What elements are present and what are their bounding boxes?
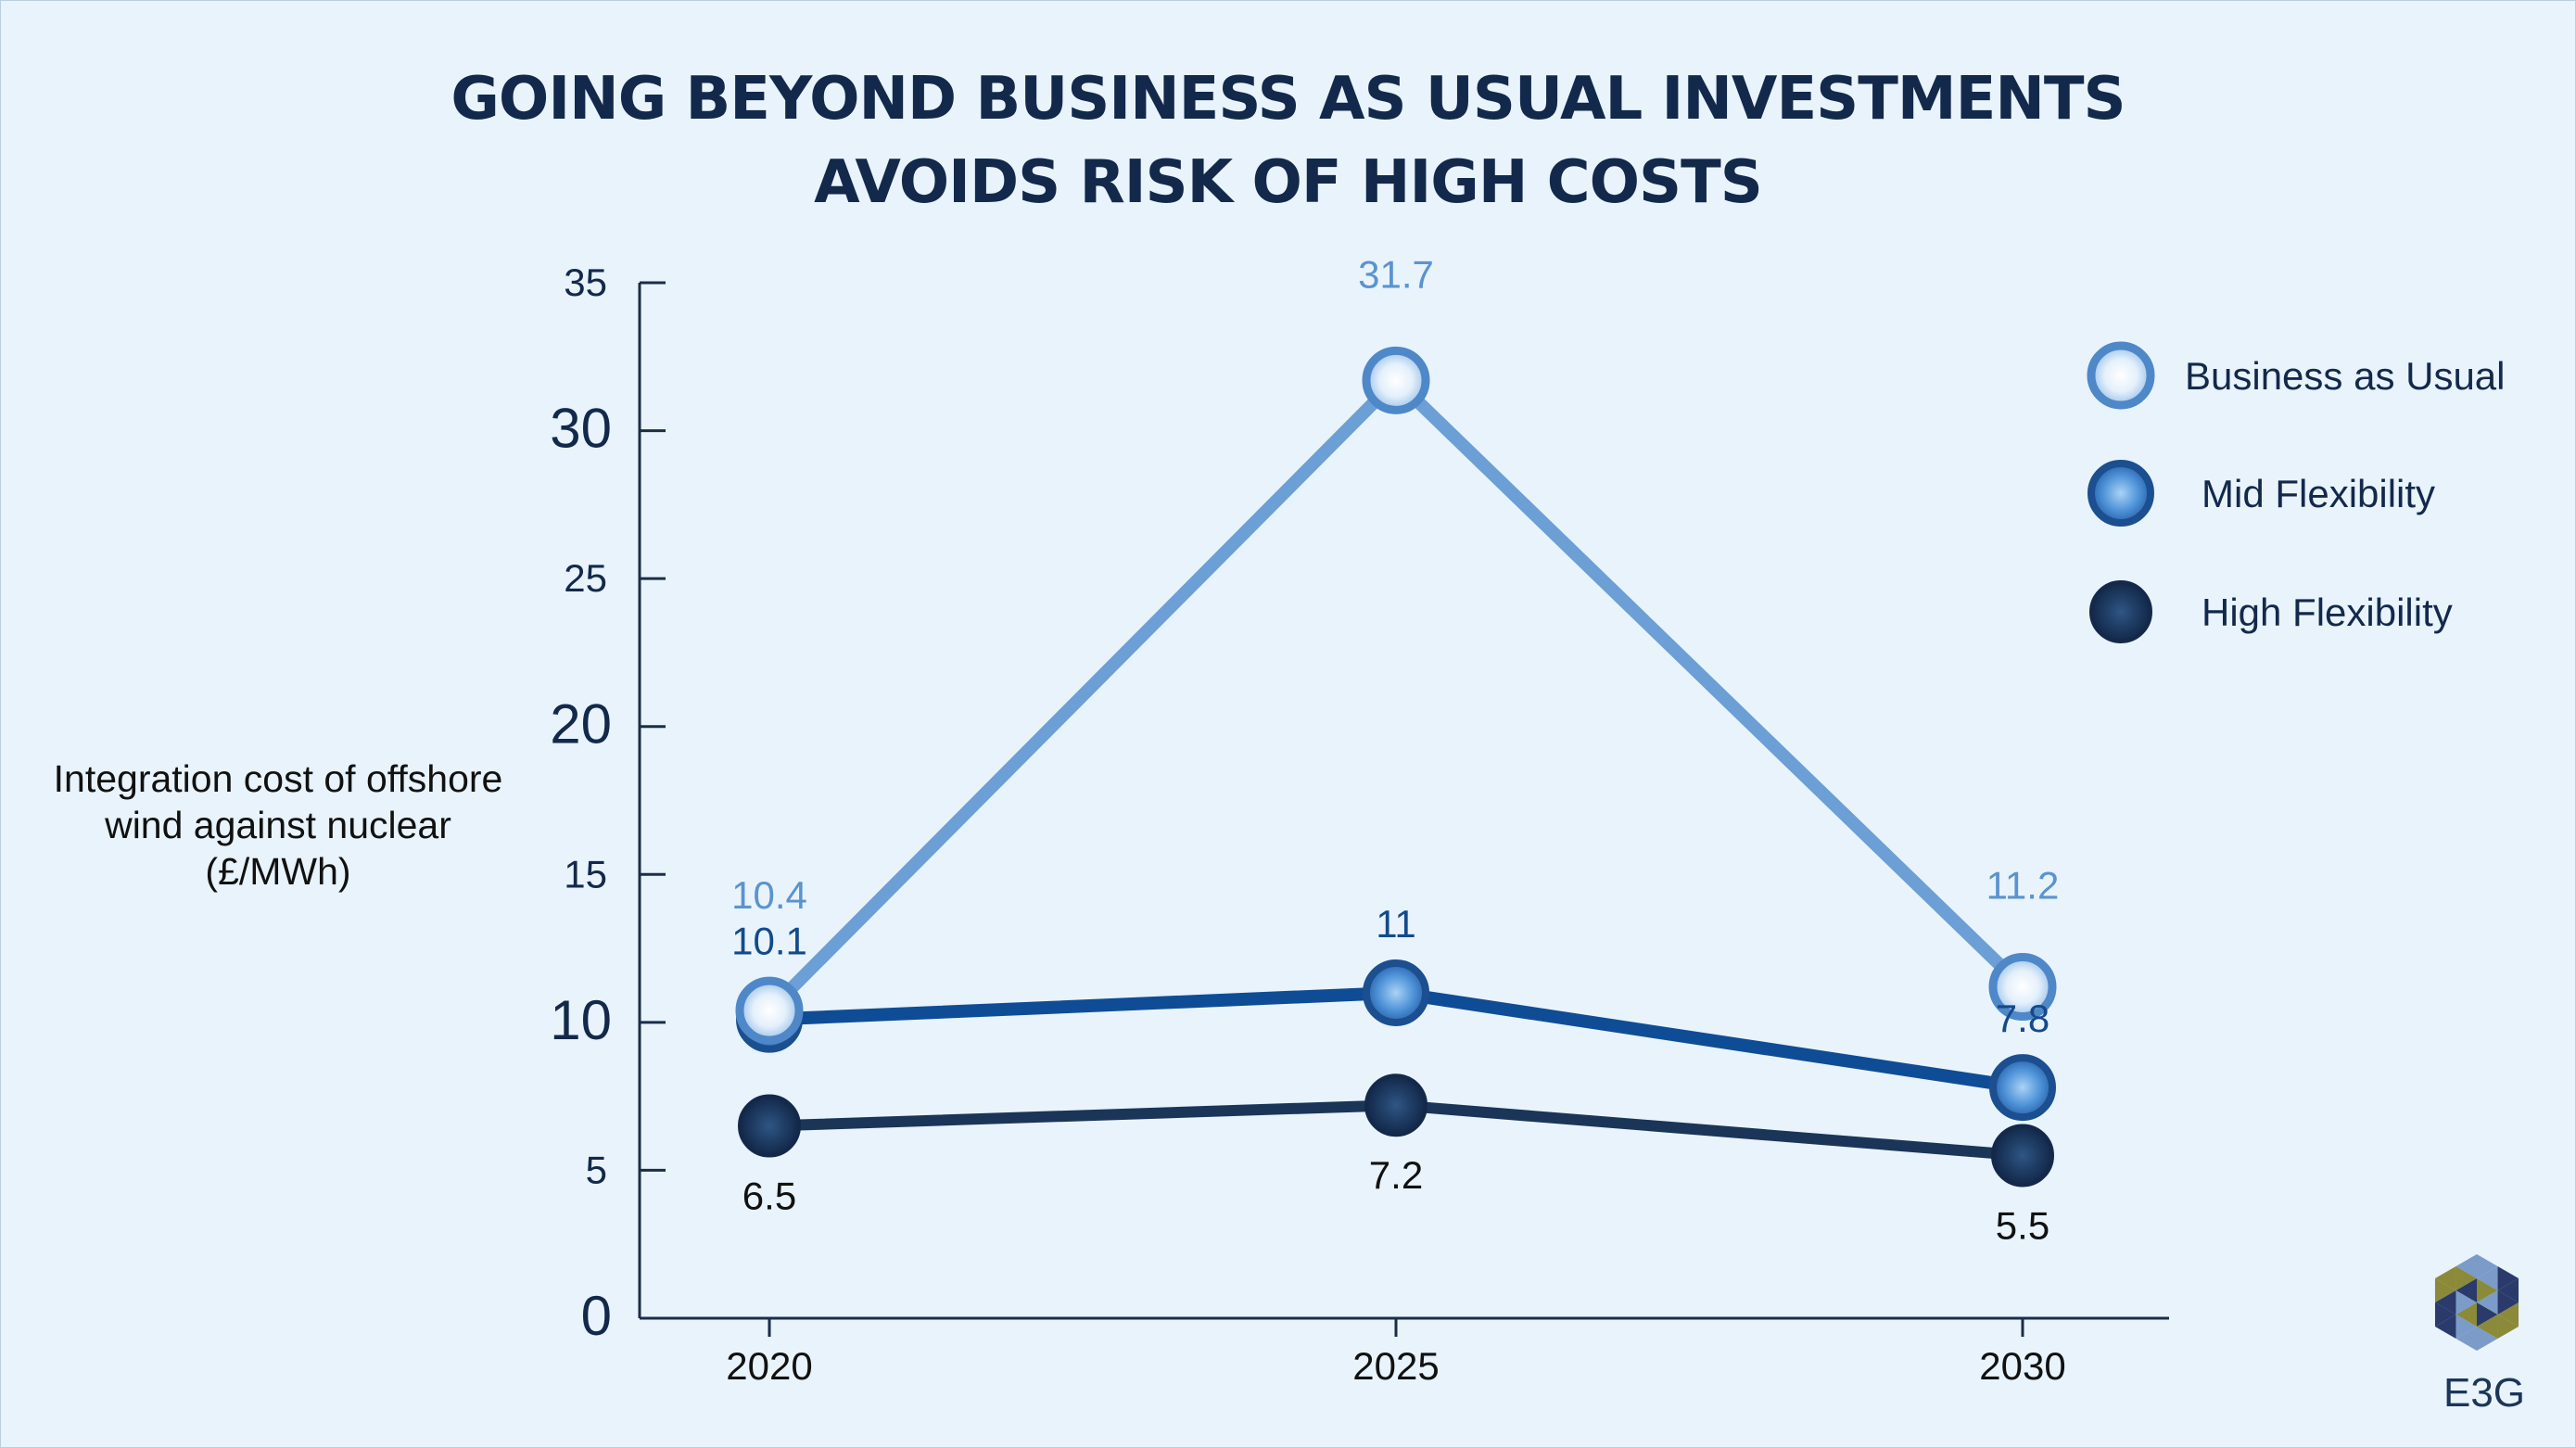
logo-tile — [2455, 1254, 2477, 1278]
x-tick-label: 2030 — [1979, 1344, 2065, 1388]
logo-tile — [2434, 1315, 2456, 1339]
logo-tile — [2477, 1266, 2498, 1290]
logo-tile — [2477, 1254, 2498, 1278]
logo-tile — [2455, 1302, 2477, 1327]
data-point-high-flexibility — [1991, 1124, 2054, 1188]
y-tick-label: 0 — [581, 1285, 612, 1347]
y-tick-label: 20 — [550, 693, 612, 756]
logo-tile — [2455, 1266, 2477, 1290]
data-markers — [735, 346, 2057, 1188]
logo-tile — [2434, 1302, 2456, 1327]
data-label: 7.2 — [1369, 1153, 1423, 1197]
logo-tile — [2434, 1278, 2456, 1302]
logo-tile — [2497, 1302, 2519, 1327]
logo-tile — [2497, 1290, 2519, 1315]
legend-marker-mid-flexibility — [2087, 460, 2154, 527]
legend-marker-business-as-usual — [2087, 341, 2155, 410]
data-label: 10.1 — [731, 920, 807, 963]
x-tick-label: 2025 — [1352, 1344, 1439, 1388]
logo-tile — [2497, 1278, 2519, 1302]
logo-tile — [2477, 1302, 2498, 1327]
logo-tile — [2497, 1315, 2519, 1339]
data-label: 5.5 — [1996, 1203, 2049, 1247]
logo-tile — [2455, 1315, 2477, 1339]
y-axis-label-line-1: Integration cost of offshore — [53, 757, 503, 800]
logo-tile — [2434, 1290, 2456, 1315]
data-label: 11 — [1376, 902, 1416, 946]
logo-tile — [2477, 1315, 2498, 1339]
logo-text: E3G — [2443, 1370, 2526, 1416]
logo-tile — [2477, 1327, 2498, 1351]
e3g-logo-icon — [2434, 1254, 2519, 1351]
legend-label: Mid Flexibility — [2202, 472, 2435, 515]
data-point-business-as-usual — [1362, 346, 1430, 414]
y-tick-label: 10 — [550, 989, 612, 1051]
legend-label: Business as Usual — [2185, 354, 2506, 398]
legend-marker-high-flexibility — [2089, 580, 2152, 643]
chart-title-line-2: AVOIDS RISK OF HIGH COSTS — [814, 148, 1763, 217]
data-point-business-as-usual — [1988, 953, 2057, 1022]
data-point-high-flexibility — [1364, 1073, 1428, 1137]
data-label: 7.8 — [1996, 997, 2049, 1040]
logo-tile — [2455, 1327, 2477, 1351]
y-tick-label: 25 — [564, 556, 607, 600]
data-point-high-flexibility — [738, 1094, 801, 1158]
data-point-mid-flexibility — [1363, 959, 1429, 1026]
data-label: 31.7 — [1358, 252, 1434, 296]
data-point-mid-flexibility — [1989, 1054, 2056, 1122]
data-point-business-as-usual — [735, 976, 804, 1045]
y-tick-label: 35 — [564, 260, 607, 304]
legend-label: High Flexibility — [2202, 591, 2453, 634]
y-axis-label-line-3: (£/MWh) — [205, 850, 351, 893]
y-tick-label: 5 — [586, 1148, 607, 1191]
x-tick-label: 2020 — [726, 1344, 812, 1388]
logo-tile — [2455, 1290, 2477, 1315]
data-labels: 10.4 31.7 11.2 10.1 11 7.8 6.5 7.2 5.5 — [731, 252, 2059, 1247]
logo-tile — [2455, 1278, 2477, 1302]
data-label: 6.5 — [742, 1175, 796, 1218]
logo-tile — [2477, 1278, 2498, 1302]
data-label: 10.4 — [731, 873, 807, 917]
y-axis-label-line-2: wind against nuclear — [105, 804, 451, 846]
data-label: 11.2 — [1986, 864, 2060, 908]
chart-title: GOING BEYOND BUSINESS AS USUAL INVESTMEN… — [0, 57, 2576, 224]
chart-title-line-1: GOING BEYOND BUSINESS AS USUAL INVESTMEN… — [450, 65, 2126, 133]
y-tick-label: 15 — [564, 852, 607, 895]
y-tick-label: 30 — [550, 398, 612, 460]
series-lines — [763, 374, 2029, 1162]
logo-tile — [2434, 1266, 2456, 1290]
logo-tile — [2497, 1266, 2519, 1290]
logo-tile — [2477, 1290, 2498, 1315]
y-axis-label: Integration cost of offshore wind agains… — [9, 756, 547, 895]
legend: Business as Usual Mid Flexibility High Fle… — [2087, 341, 2506, 643]
